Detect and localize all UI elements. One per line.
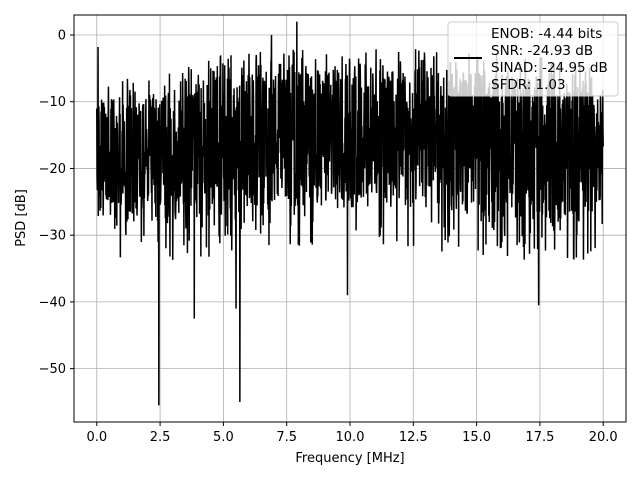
y-tick-label: −50 (39, 362, 66, 377)
x-axis: 0.0 2.5 5.0 7.5 10.0 12.5 15.0 17.5 20.0 (86, 422, 618, 445)
legend-enob: ENOB: -4.44 bits (491, 26, 602, 42)
x-tick-label: 7.5 (276, 430, 297, 445)
psd-series-line (96, 21, 604, 406)
y-tick-label: −10 (39, 95, 66, 110)
legend-sinad: SINAD: -24.95 dB (491, 60, 608, 76)
x-tick-label: 0.0 (86, 430, 107, 445)
y-axis-label: PSD [dB] (14, 189, 29, 247)
x-axis-label: Frequency [MHz] (295, 451, 404, 466)
x-tick-label: 20.0 (589, 430, 618, 445)
y-tick-label: −30 (39, 229, 66, 244)
legend-snr: SNR: -24.93 dB (491, 43, 593, 59)
x-tick-label: 15.0 (462, 430, 491, 445)
y-tick-label: −20 (39, 162, 66, 177)
x-tick-label: 10.0 (336, 430, 365, 445)
legend-sfdr: SFDR: 1.03 (491, 77, 566, 93)
x-tick-label: 5.0 (213, 430, 234, 445)
legend: ENOB: -4.44 bits SNR: -24.93 dB SINAD: -… (447, 21, 619, 97)
x-tick-label: 12.5 (399, 430, 428, 445)
x-tick-label: 2.5 (150, 430, 171, 445)
y-tick-label: 0 (58, 29, 66, 44)
x-tick-label: 17.5 (525, 430, 554, 445)
series-group (96, 21, 604, 406)
y-axis: 0 −10 −20 −30 −40 −50 (39, 29, 74, 377)
y-tick-label: −40 (39, 295, 66, 310)
legend-box (447, 21, 619, 97)
